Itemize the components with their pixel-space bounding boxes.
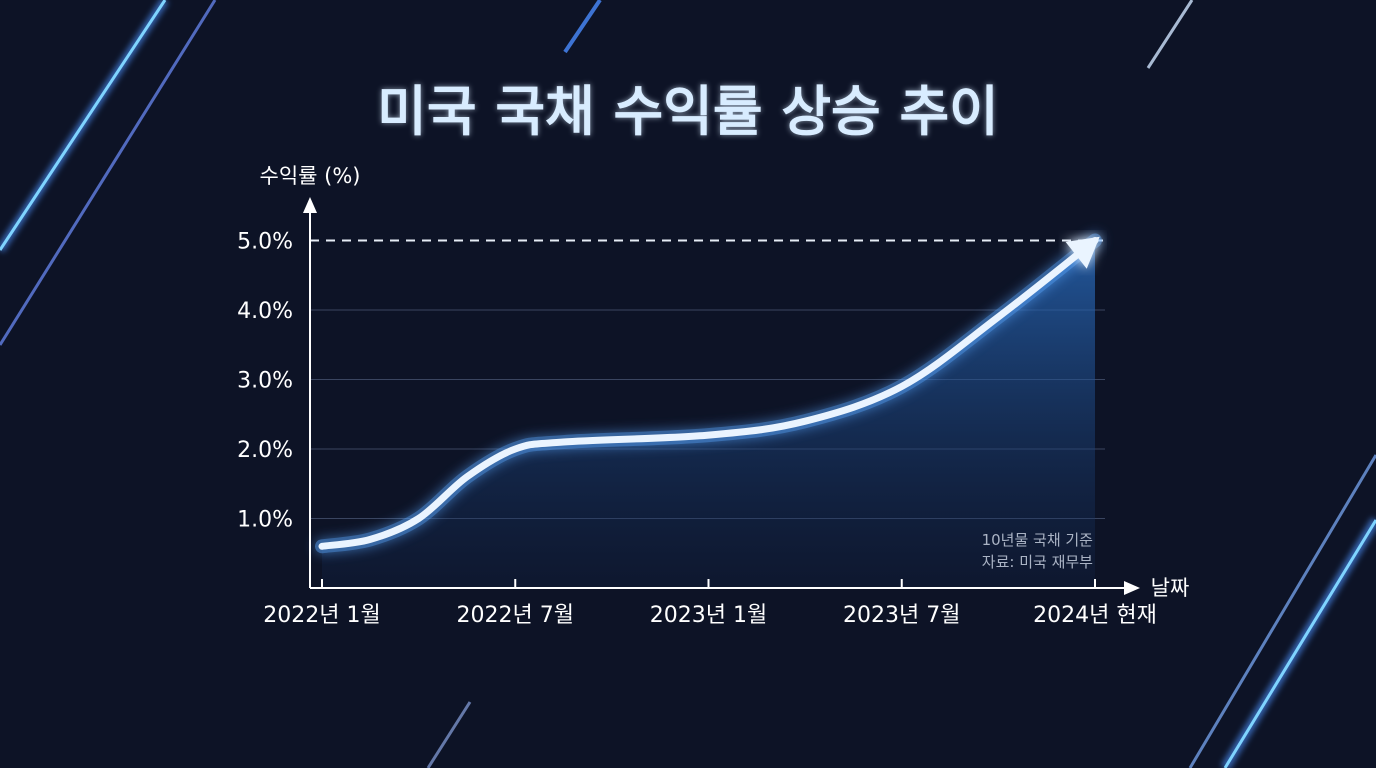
light-streak xyxy=(1146,0,1194,69)
light-streak xyxy=(0,0,167,251)
y-tick-label: 5.0% xyxy=(237,230,293,255)
series-arrowhead xyxy=(1065,236,1100,269)
y-tick-label: 4.0% xyxy=(237,299,293,324)
y-tick-label: 2.0% xyxy=(237,438,293,463)
area-shape xyxy=(322,240,1095,588)
axes xyxy=(303,197,1140,595)
light-streak xyxy=(0,0,217,346)
x-tick-label: 2022년 1월 xyxy=(263,603,380,628)
x-axis-arrow xyxy=(1124,581,1140,595)
light-streak xyxy=(1188,454,1376,768)
y-axis-title: 수익률 (%) xyxy=(260,164,361,188)
chart-title-text: 미국 국채 수익률 상승 추이 xyxy=(377,80,999,143)
chart-title: 미국 국채 수익률 상승 추이 xyxy=(377,80,999,143)
x-tick-label: 2023년 7월 xyxy=(843,603,960,628)
y-tick-label: 3.0% xyxy=(237,369,293,394)
x-tick-label: 2024년 현재 xyxy=(1033,603,1157,628)
light-streak xyxy=(1223,519,1376,768)
x-axis-title: 날짜 xyxy=(1151,576,1190,600)
chart-note-basis: 10년물 국채 기준 xyxy=(982,531,1094,549)
series-line-group xyxy=(315,233,1102,554)
y-axis-arrow xyxy=(303,197,317,213)
series-line xyxy=(318,237,1099,550)
tick-labels: 2022년 1월 2022년 7월 2023년 1월 2023년 7월 2024년 현재… xyxy=(237,230,1157,629)
y-tick-label: 1.0% xyxy=(237,508,293,533)
area-fill xyxy=(322,240,1095,588)
x-tick-label: 2023년 1월 xyxy=(650,603,767,628)
light-streak xyxy=(563,0,602,54)
chart-note-source: 자료: 미국 재무부 xyxy=(982,553,1093,571)
light-streak xyxy=(426,701,472,768)
x-tick-label: 2022년 7월 xyxy=(457,603,574,628)
